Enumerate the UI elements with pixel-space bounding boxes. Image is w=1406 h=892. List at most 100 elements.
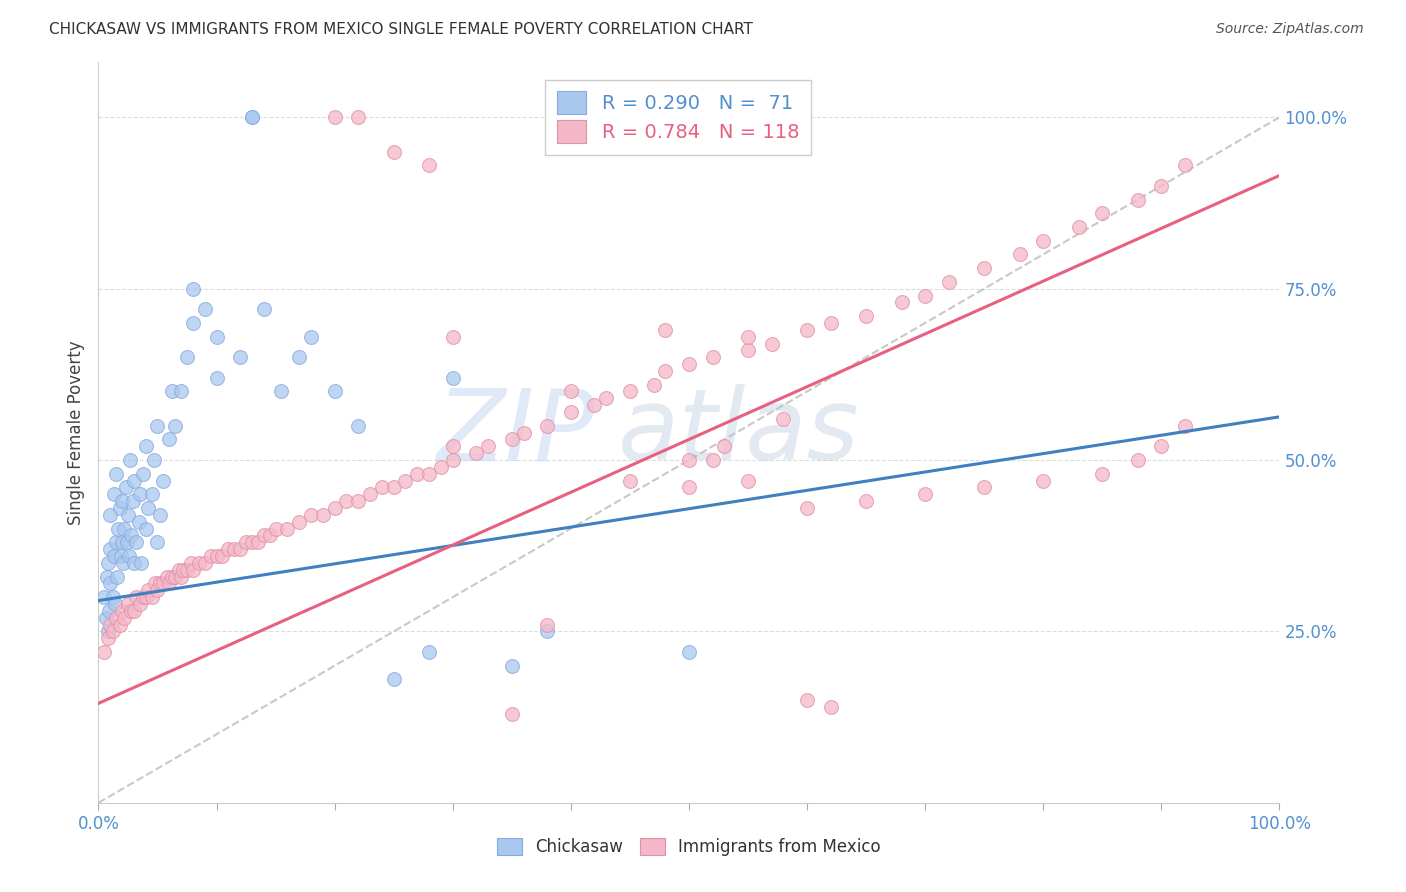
- Point: [97, 556, 120, 570]
- Point: [299, 508, 322, 522]
- Point: [121, 494, 143, 508]
- Point: [96, 569, 118, 583]
- Point: [122, 474, 145, 488]
- Point: [288, 350, 311, 364]
- Point: [165, 418, 187, 433]
- Point: [98, 542, 121, 557]
- Point: [167, 563, 190, 577]
- Point: [678, 480, 700, 494]
- Point: [430, 459, 453, 474]
- Point: [105, 535, 128, 549]
- Point: [465, 446, 488, 460]
- Point: [382, 673, 405, 687]
- Point: [796, 501, 818, 516]
- Point: [796, 323, 818, 337]
- Point: [149, 576, 172, 591]
- Point: [312, 508, 335, 522]
- Point: [1091, 206, 1114, 220]
- Point: [583, 398, 606, 412]
- Point: [335, 494, 357, 508]
- Point: [1150, 178, 1173, 193]
- Point: [146, 583, 169, 598]
- Point: [323, 384, 346, 399]
- Point: [118, 549, 141, 563]
- Point: [264, 522, 287, 536]
- Point: [347, 110, 370, 124]
- Point: [128, 487, 150, 501]
- Point: [246, 535, 269, 549]
- Point: [160, 569, 183, 583]
- Text: CHICKASAW VS IMMIGRANTS FROM MEXICO SINGLE FEMALE POVERTY CORRELATION CHART: CHICKASAW VS IMMIGRANTS FROM MEXICO SING…: [49, 22, 754, 37]
- Point: [101, 590, 124, 604]
- Point: [156, 569, 179, 583]
- Point: [973, 261, 995, 276]
- Point: [501, 706, 523, 721]
- Point: [323, 110, 346, 124]
- Point: [512, 425, 534, 440]
- Point: [125, 535, 148, 549]
- Point: [299, 329, 322, 343]
- Point: [560, 405, 582, 419]
- Point: [619, 474, 641, 488]
- Point: [181, 316, 204, 330]
- Point: [224, 542, 246, 557]
- Point: [643, 377, 665, 392]
- Point: [136, 583, 159, 598]
- Point: [259, 528, 281, 542]
- Point: [217, 542, 239, 557]
- Point: [914, 487, 936, 501]
- Point: [702, 453, 724, 467]
- Point: [108, 617, 131, 632]
- Point: [536, 624, 558, 639]
- Point: [98, 604, 121, 618]
- Point: [737, 329, 759, 343]
- Point: [240, 110, 263, 124]
- Point: [595, 392, 617, 406]
- Point: [170, 384, 193, 399]
- Point: [180, 556, 202, 570]
- Point: [200, 549, 222, 563]
- Point: [112, 522, 135, 536]
- Point: [194, 556, 217, 570]
- Point: [142, 453, 165, 467]
- Point: [93, 590, 115, 604]
- Point: [181, 282, 204, 296]
- Point: [172, 563, 194, 577]
- Point: [135, 439, 157, 453]
- Point: [121, 528, 143, 542]
- Point: [117, 597, 139, 611]
- Point: [441, 371, 464, 385]
- Point: [194, 302, 217, 317]
- Point: [110, 549, 132, 563]
- Point: [93, 645, 115, 659]
- Point: [1126, 193, 1149, 207]
- Point: [914, 288, 936, 302]
- Point: [98, 617, 121, 632]
- Point: [105, 569, 128, 583]
- Point: [165, 569, 187, 583]
- Point: [120, 453, 142, 467]
- Point: [94, 610, 117, 624]
- Point: [129, 556, 152, 570]
- Point: [323, 501, 346, 516]
- Point: [761, 336, 783, 351]
- Point: [654, 364, 676, 378]
- Point: [152, 474, 174, 488]
- Point: [371, 480, 394, 494]
- Point: [121, 604, 143, 618]
- Point: [1126, 453, 1149, 467]
- Point: [678, 357, 700, 371]
- Point: [418, 158, 440, 172]
- Point: [108, 501, 131, 516]
- Point: [890, 295, 912, 310]
- Point: [205, 329, 228, 343]
- Point: [973, 480, 995, 494]
- Point: [97, 632, 120, 646]
- Point: [678, 645, 700, 659]
- Point: [1032, 474, 1054, 488]
- Y-axis label: Single Female Poverty: Single Female Poverty: [66, 341, 84, 524]
- Point: [240, 110, 263, 124]
- Point: [111, 494, 134, 508]
- Point: [560, 384, 582, 399]
- Point: [117, 508, 139, 522]
